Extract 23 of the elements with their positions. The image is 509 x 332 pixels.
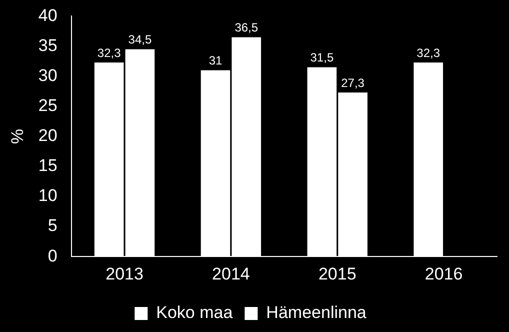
x-tick-label: 2015	[318, 264, 356, 284]
x-tick-label: 2013	[106, 264, 144, 284]
y-tick-label: 25	[38, 96, 58, 116]
y-tick-label: 15	[38, 156, 58, 176]
y-tick-label: 10	[38, 186, 58, 206]
data-label: 31,5	[310, 50, 334, 65]
y-tick-label: 40	[38, 6, 58, 25]
data-label: 31	[208, 54, 223, 68]
legend-label: Hämeenlinna	[266, 303, 367, 322]
data-label: 27,3	[341, 76, 365, 90]
y-tick-label: 5	[48, 216, 58, 236]
data-label: 32,3	[416, 46, 440, 60]
y-tick-label: 0	[48, 246, 58, 266]
y-axis-title: %	[8, 128, 27, 144]
y-tick-label: 35	[38, 36, 58, 55]
x-tick-label: 2016	[424, 264, 463, 284]
legend-label: Koko maa	[156, 303, 234, 322]
y-tick-label: 30	[38, 66, 58, 85]
data-label: 34,5	[128, 32, 152, 47]
y-tick-label: 20	[38, 126, 58, 146]
x-tick-label: 2014	[212, 264, 250, 284]
data-label: 36,5	[234, 20, 258, 35]
data-label: 32,3	[97, 46, 122, 60]
